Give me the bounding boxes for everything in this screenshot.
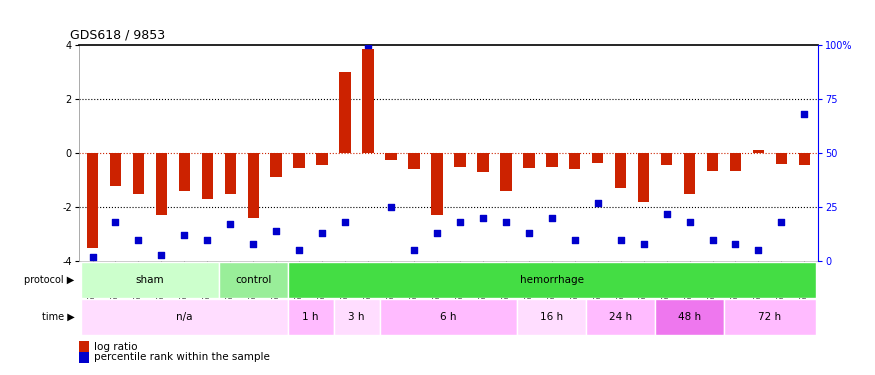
Bar [661,153,672,165]
Bar [799,153,810,165]
Point [729,241,743,247]
Bar [431,153,443,215]
Bar [81,262,219,298]
Text: sham: sham [136,275,164,285]
Point [384,204,398,210]
Bar [592,153,604,163]
Bar [248,153,259,218]
Point [108,219,123,225]
Point [705,237,719,243]
Bar [109,153,122,186]
Text: control: control [235,275,271,285]
Point [476,215,490,221]
Text: hemorrhage: hemorrhage [520,275,584,285]
Bar [752,150,764,153]
Bar [219,262,288,298]
Bar [362,49,374,153]
Bar [615,153,626,188]
Bar [385,153,396,160]
Point [522,230,536,236]
Text: 16 h: 16 h [540,312,564,322]
Bar [638,153,649,202]
Text: 1 h: 1 h [303,312,318,322]
Point [660,211,674,217]
Point [453,219,467,225]
Text: GDS618 / 9853: GDS618 / 9853 [70,28,165,41]
Point [131,237,145,243]
Text: percentile rank within the sample: percentile rank within the sample [94,352,270,363]
Bar [288,262,816,298]
Bar [517,299,586,334]
Point [499,219,513,225]
Bar [81,299,288,334]
Bar [409,153,420,170]
Bar [724,299,816,334]
Text: 48 h: 48 h [678,312,701,322]
Bar [270,153,282,177]
Bar [683,153,696,194]
Point [200,237,214,243]
Bar [569,153,580,170]
Bar [523,153,535,168]
Text: n/a: n/a [176,312,192,322]
Point [407,248,421,254]
Text: 72 h: 72 h [759,312,781,322]
Bar [293,153,304,168]
Text: log ratio: log ratio [94,342,137,352]
Bar [340,72,351,153]
Bar [225,153,236,194]
Point [178,232,192,238]
Point [154,252,168,258]
Point [246,241,260,247]
Point [430,230,444,236]
Bar [317,153,328,165]
Bar [87,153,98,248]
Bar [133,153,144,194]
Bar [288,299,333,334]
Text: protocol ▶: protocol ▶ [24,275,74,285]
Bar [655,299,724,334]
Point [682,219,696,225]
Text: time ▶: time ▶ [42,312,74,322]
Point [637,241,651,247]
Point [568,237,582,243]
Point [86,254,100,260]
Bar [333,299,380,334]
Text: 6 h: 6 h [440,312,457,322]
Point [613,237,627,243]
Text: 3 h: 3 h [348,312,365,322]
Point [315,230,329,236]
Text: 24 h: 24 h [609,312,633,322]
Bar [775,153,788,164]
Bar [586,299,655,334]
Point [223,222,237,228]
Bar [477,153,488,172]
Point [270,228,284,234]
Point [591,200,605,206]
Point [752,248,766,254]
Bar [707,153,718,171]
Bar [156,153,167,215]
Point [545,215,559,221]
Bar [454,153,466,166]
Bar [500,153,512,191]
Bar [178,153,190,191]
Point [774,219,788,225]
Bar [380,299,517,334]
Point [797,111,811,117]
Bar [730,153,741,171]
Point [292,248,306,254]
Point [361,42,375,48]
Point [338,219,352,225]
Bar [546,153,557,166]
Bar [201,153,214,199]
